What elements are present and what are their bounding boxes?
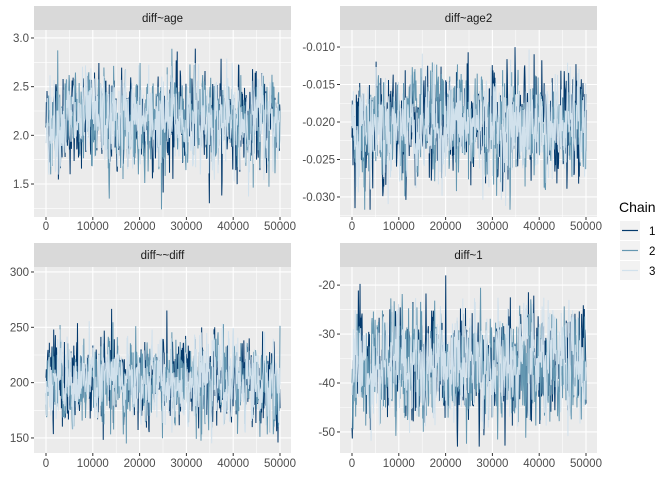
trace-line-chain-3 [45, 58, 281, 197]
y-tick-label: 1.5 [13, 179, 29, 191]
x-tick-label: 40000 [523, 221, 555, 233]
y-tick-label: -0.020 [302, 117, 335, 129]
facet-strip-label: diff~age [142, 13, 183, 25]
y-tick-label: 250 [10, 322, 29, 334]
y-tick-label: 200 [10, 378, 29, 390]
y-tick-label: -0.030 [302, 192, 335, 204]
y-tick-label: 150 [10, 433, 29, 445]
x-tick-label: 40000 [217, 458, 249, 470]
y-tick-label: -30 [318, 329, 335, 341]
x-tick-label: 50000 [264, 458, 296, 470]
x-tick-label: 50000 [570, 221, 602, 233]
x-tick-label: 20000 [124, 221, 156, 233]
x-tick-label: 20000 [430, 221, 462, 233]
legend-label-chain-3: 3 [649, 266, 655, 278]
y-tick-label: -20 [318, 280, 335, 292]
y-tick-label: 2.0 [13, 130, 29, 142]
x-tick-label: 10000 [77, 458, 109, 470]
facet-panels: 1.52.02.53.00 10000 20000 30000 40000 50000di… [10, 6, 602, 470]
x-tick-label: 50000 [264, 221, 296, 233]
x-tick-label: 20000 [430, 458, 462, 470]
x-tick-label: 20000 [124, 458, 156, 470]
x-tick-label: 30000 [476, 221, 508, 233]
y-tick-label: 2.5 [13, 82, 29, 94]
facet-strip [34, 6, 291, 30]
y-tick-label: -0.015 [302, 80, 335, 92]
y-tick-label: -40 [318, 378, 335, 390]
x-tick-label: 0 [349, 221, 355, 233]
y-tick-label: -0.010 [302, 42, 335, 54]
x-tick-label: 10000 [383, 221, 415, 233]
y-tick-label: -50 [318, 427, 335, 439]
panel-diff-age2: -0.030 -0.025 -0.020 -0.015 -0.010 0 10000 2000… [302, 6, 602, 233]
trace-line-chain-3 [351, 297, 587, 441]
x-tick-label: 10000 [383, 458, 415, 470]
legend: Chain 1 2 3 [619, 199, 656, 280]
legend-title: Chain [619, 199, 656, 215]
x-tick-label: 10000 [77, 221, 109, 233]
x-tick-label: 30000 [170, 221, 202, 233]
y-tick-label: 3.0 [13, 33, 29, 45]
panel-diff-diff: 150 200 250 300 0 10000 20000 30000 40000 50000 di… [10, 243, 296, 470]
x-tick-label: 30000 [476, 458, 508, 470]
facet-strip [340, 6, 597, 30]
facet-strip [340, 243, 597, 267]
x-tick-label: 40000 [523, 458, 555, 470]
legend-label-chain-1: 1 [649, 226, 655, 238]
x-tick-label: 40000 [217, 221, 249, 233]
y-tick-label: 300 [10, 267, 29, 279]
y-tick-label: -0.025 [302, 154, 335, 166]
panel-diff-age: 1.5 2.0 2.5 3.0 0 10000 20000 30000 40000 50000 di… [13, 6, 296, 233]
x-tick-label: 50000 [570, 458, 602, 470]
x-tick-label: 0 [43, 458, 49, 470]
panel-diff-1: -50 -40 -30 -20 0 10000 20000 30000 40000 50000 di… [318, 243, 602, 470]
facet-strip-label: diff~age2 [445, 13, 492, 25]
facet-strip-label: diff~1 [454, 250, 482, 262]
x-tick-label: 0 [349, 458, 355, 470]
x-tick-label: 0 [43, 221, 49, 233]
facet-strip [34, 243, 291, 267]
x-tick-label: 30000 [170, 458, 202, 470]
trace-line-chain-3 [351, 49, 587, 207]
facet-strip-label: diff~~diff [141, 250, 186, 262]
trace-line-chain-3 [45, 321, 281, 444]
legend-label-chain-2: 2 [649, 246, 655, 258]
